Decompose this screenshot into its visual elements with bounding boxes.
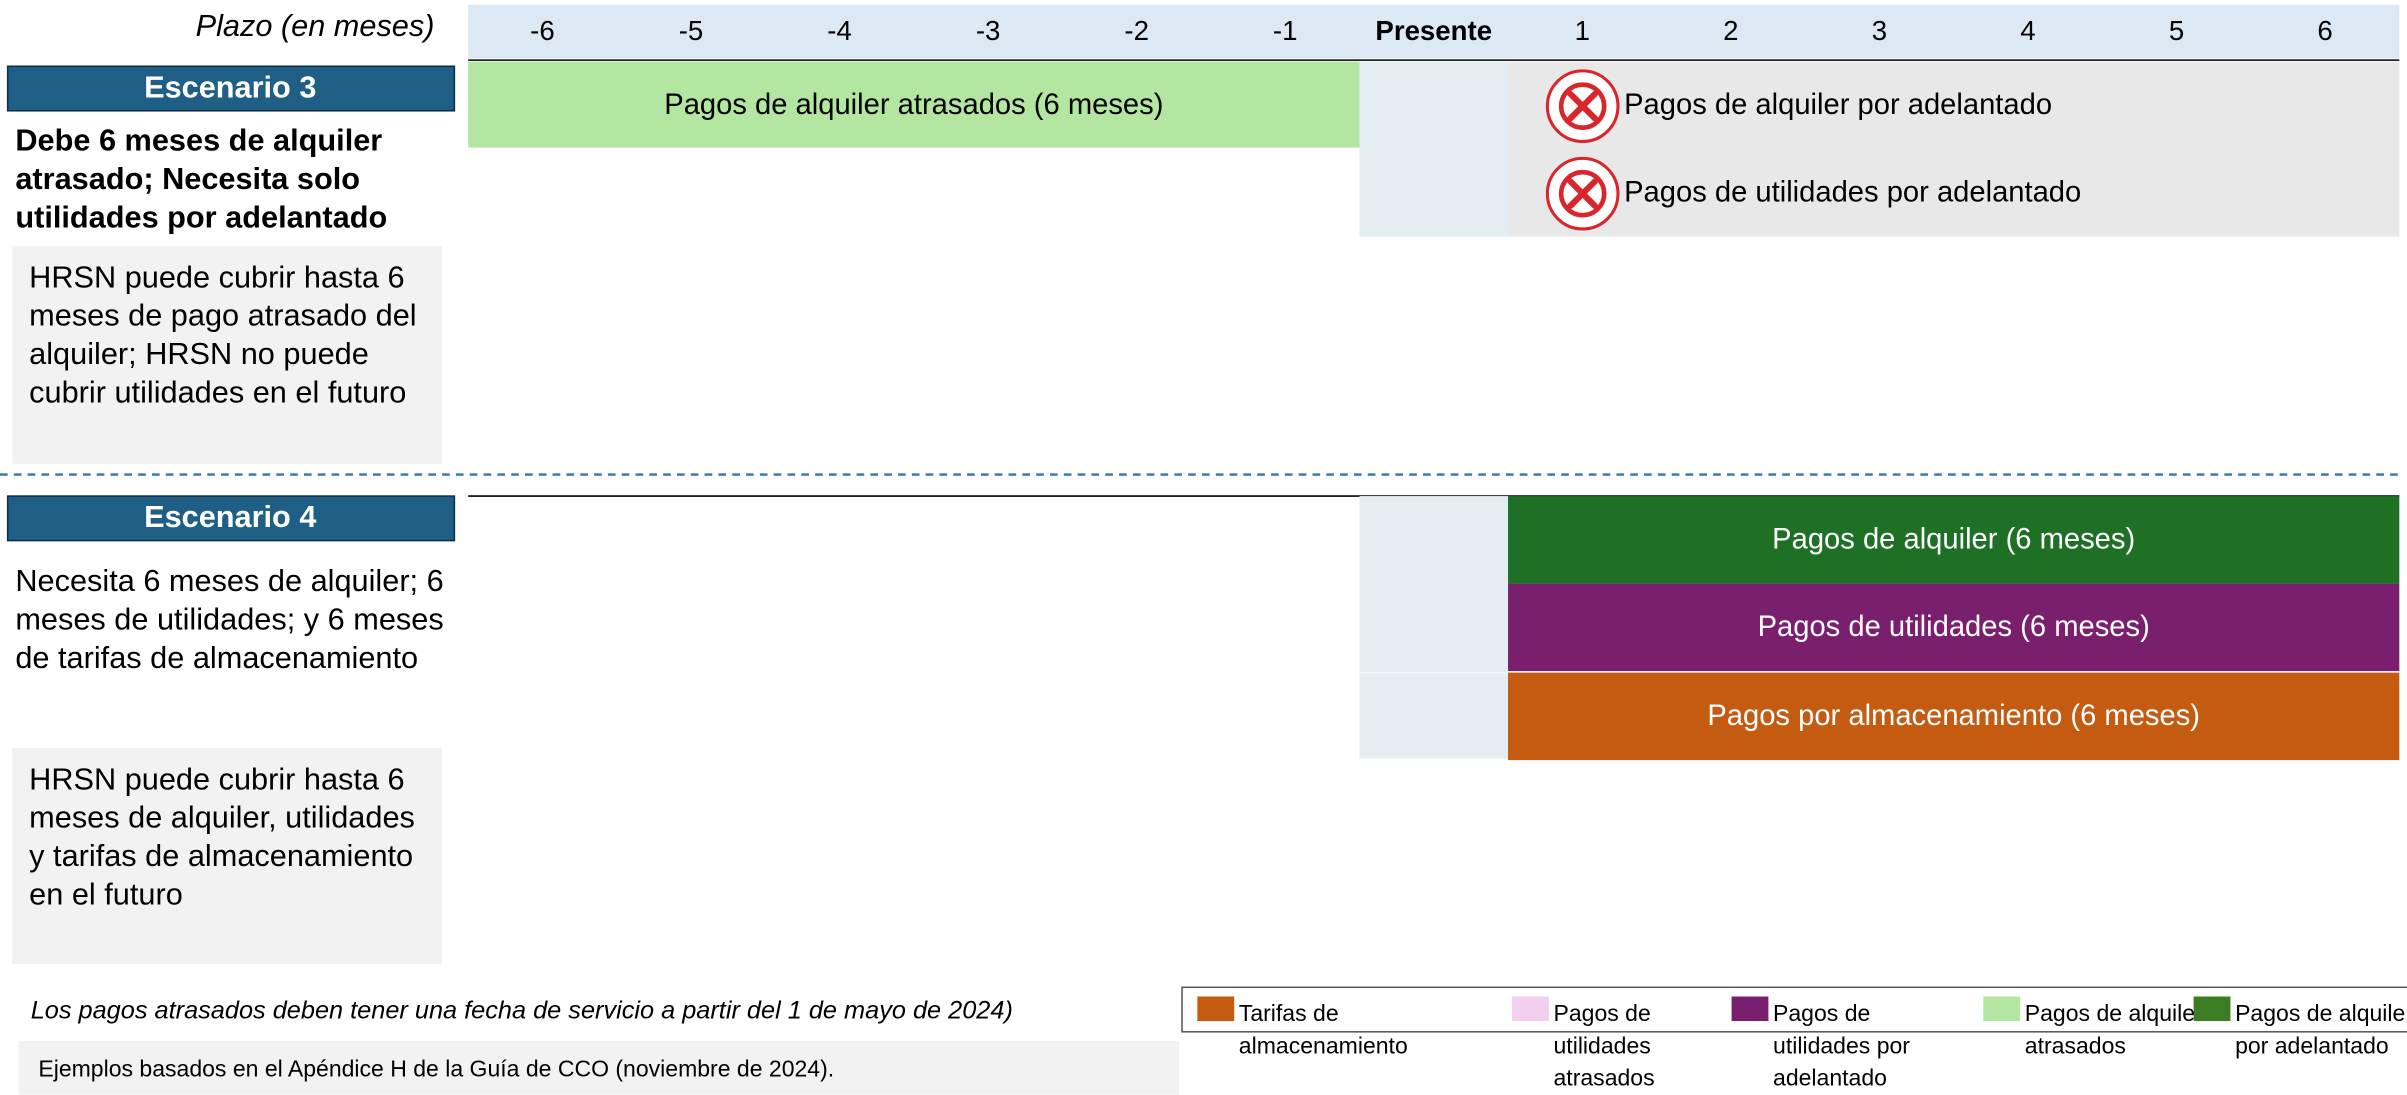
bar-label: Pagos de alquiler atrasados (6 meses): [664, 89, 1163, 121]
denied-label: Pagos de alquiler por adelantado: [1624, 89, 2052, 121]
axis-label: Plazo (en meses): [196, 8, 435, 43]
icon-core: [1558, 82, 1607, 130]
legend-label: Pagos de utilidades atrasados: [1553, 1001, 1655, 1092]
scenario-note: HRSN puede cubrir hasta 6 meses de alqui…: [29, 763, 415, 913]
icon-x: [1567, 178, 1599, 210]
column-label: -6: [530, 15, 555, 46]
scenario-title-box: [6, 495, 456, 542]
legend-swatch: [1983, 996, 2021, 1022]
column-label: Presente: [1375, 15, 1492, 46]
advance-bar: [1508, 583, 2400, 672]
scenario-title: Escenario 4: [144, 499, 316, 534]
header-band: [468, 4, 2400, 59]
column-label: 6: [2317, 15, 2332, 46]
arrears-bar: [468, 61, 1360, 148]
advance-bar: [1508, 496, 2400, 584]
legend-label-frame: Pagos de alquiler atrasados: [2024, 1001, 2203, 1060]
present-column: [1359, 496, 1509, 759]
legend-label-frame: Pagos de alquiler por adelantado: [2235, 1001, 2407, 1060]
scenario-description: Necesita 6 meses de alquiler; 6 meses de…: [15, 565, 444, 676]
legend-swatch: [1731, 996, 1769, 1022]
column-label: 1: [1575, 15, 1590, 46]
column-label: 5: [2169, 15, 2184, 46]
legend-label: Pagos de alquiler por adelantado: [2235, 1001, 2407, 1060]
note-box: [12, 747, 443, 965]
legend-label-frame: Pagos de utilidades atrasados: [1553, 1001, 1655, 1092]
note-box: [12, 245, 443, 464]
scenario-description-frame: Debe 6 meses de alquiler atrasado; Neces…: [15, 124, 388, 236]
advance-bar: [1508, 672, 2400, 761]
scenario-description-frame: Necesita 6 meses de alquiler; 6 meses de…: [15, 565, 444, 676]
denied-icon: [1545, 69, 1620, 144]
column-label: 4: [2020, 15, 2035, 46]
column-label: -5: [679, 15, 704, 46]
legend-swatch: [2193, 996, 2231, 1022]
scenario-description: Debe 6 meses de alquiler atrasado; Neces…: [15, 124, 388, 236]
scenario-note: HRSN puede cubrir hasta 6 meses de pago …: [29, 261, 417, 411]
column-label: -2: [1124, 15, 1149, 46]
legend-label: Pagos de utilidades por adelantado: [1773, 1001, 1910, 1092]
bar-label: Pagos de alquiler (6 meses): [1772, 523, 2135, 555]
footnote: Los pagos atrasados deben tener una fech…: [31, 997, 1013, 1025]
denied-area: [1508, 61, 2400, 237]
legend-label-frame: Pagos de utilidades por adelantado: [1773, 1001, 1910, 1092]
legend-label-frame: Tarifas de almacenamiento: [1238, 1001, 1408, 1060]
denied-icon: [1545, 156, 1620, 231]
scenario-title-box: [6, 65, 456, 112]
scenario-note-frame: HRSN puede cubrir hasta 6 meses de pago …: [29, 261, 417, 411]
icon-core: [1558, 169, 1607, 218]
source-box: [18, 1041, 1179, 1095]
denied-label: Pagos de utilidades por adelantado: [1624, 176, 2081, 208]
column-label: 2: [1723, 15, 1738, 46]
bar-label: Pagos por almacenamiento (6 meses): [1707, 700, 2200, 732]
column-label: -3: [976, 15, 1001, 46]
column-label: -4: [827, 15, 852, 46]
icon-x: [1567, 90, 1599, 122]
scenario-title: Escenario 3: [144, 69, 316, 104]
column-label: 3: [1872, 15, 1887, 46]
legend-swatch: [1197, 996, 1235, 1022]
present-column: [1359, 61, 1509, 237]
legend-label: Pagos de alquiler atrasados: [2024, 1001, 2203, 1060]
legend-label: Tarifas de almacenamiento: [1238, 1001, 1408, 1060]
legend-swatch: [1512, 996, 1549, 1022]
scenario-note-frame: HRSN puede cubrir hasta 6 meses de alqui…: [29, 763, 415, 913]
source: Ejemplos basados en el Apéndice H de la …: [38, 1055, 834, 1081]
legend-box: [1181, 986, 2407, 1033]
column-label: -1: [1273, 15, 1298, 46]
bar-label: Pagos de utilidades (6 meses): [1758, 611, 2150, 643]
